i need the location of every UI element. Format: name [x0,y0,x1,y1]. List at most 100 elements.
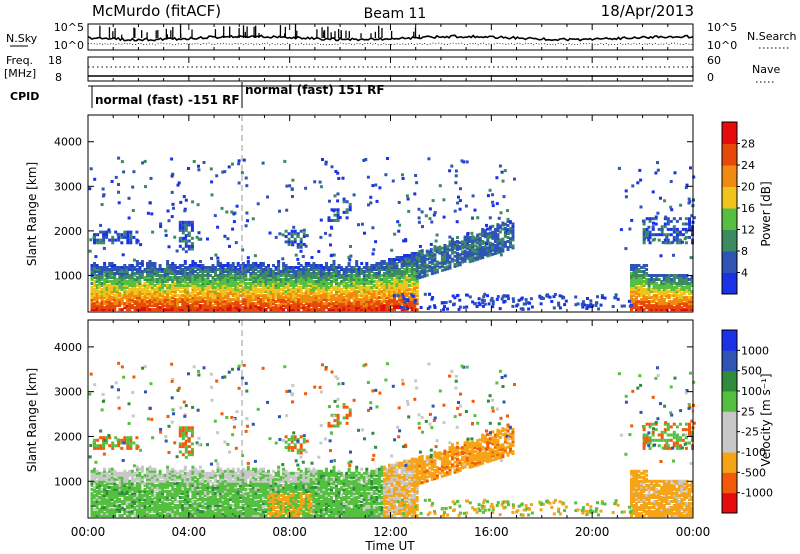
power-cell [181,302,185,306]
power-cell [330,280,333,283]
power-cell [229,272,233,275]
power-cell [90,300,94,304]
power-cell [642,282,646,285]
power-cell [654,215,658,219]
power-cell [645,292,649,296]
power-cell [118,308,122,312]
power-cell [688,227,691,231]
power-cell [196,280,200,283]
power-cell [216,292,220,296]
power-cell [196,272,200,275]
power-cell [307,302,311,306]
power-cell [249,308,253,312]
power-cell [314,264,318,267]
power-cell [115,268,119,271]
power-cell [287,302,291,306]
power-cell [405,194,409,198]
power-cell [342,272,346,275]
power-cell [166,262,170,265]
noise-panel: N.Sky 10^5 10^0 10^5 10^0 N.Search [6,21,797,52]
power-cell [410,258,414,261]
power-cell [289,300,293,304]
velocity-cell [146,483,149,487]
power-cell [428,207,432,211]
power-cell [642,308,646,312]
velocity-cell [90,500,94,503]
power-cell [456,258,459,262]
power-cell [362,294,366,298]
power-cell [231,162,234,166]
power-cell [352,282,356,285]
power-cell [352,292,356,296]
power-cell [632,276,636,279]
power-cell [253,254,257,258]
power-cell [408,300,412,304]
power-cell [413,284,417,287]
power-cell [103,284,107,287]
velocity-cell [108,479,112,483]
power-cell [430,256,434,260]
power-cell [193,290,197,294]
power-cell [226,286,230,289]
power-cell [677,308,681,312]
power-cell [236,284,240,287]
power-cell [269,296,273,300]
power-cell [195,235,199,239]
power-cell [680,292,684,296]
power-cell [408,280,412,283]
power-cell [433,257,437,261]
power-cell [159,225,163,228]
power-cell [314,300,318,304]
power-cell [642,235,646,239]
power-cell [140,290,144,294]
power-cell [229,286,233,289]
power-cell [685,306,689,310]
power-cell [509,229,512,233]
power-cell [415,266,419,270]
power-cell [628,304,632,308]
power-cell [408,304,412,308]
power-cell [630,272,633,275]
power-cell [506,248,510,251]
power-cell [219,290,223,294]
power-cell [463,259,467,263]
power-cell [327,276,331,279]
power-cell [259,266,263,269]
power-cell [272,290,275,294]
power-cell [681,222,685,226]
power-cell [289,266,293,269]
power-cell [184,242,188,246]
power-cell [672,286,676,289]
power-cell [153,268,157,271]
power-cell [630,266,633,269]
velocity-cell [125,477,129,481]
power-cell [186,274,190,277]
power-cell [136,239,140,243]
power-cell [355,290,359,294]
power-cell [357,300,361,304]
power-cell [632,292,636,296]
power-cell [148,278,152,281]
power-cell [188,304,192,308]
power-cell [128,292,132,296]
power-cell [333,219,337,222]
power-cell [591,304,595,308]
power-cell [624,195,628,199]
power-cell [328,233,332,237]
power-cell [186,278,190,281]
power-cell [256,294,260,298]
power-cell [100,302,104,306]
power-cell [667,306,671,310]
power-cell [113,298,117,302]
power-cell [244,274,248,277]
power-cell [166,308,170,312]
power-cell [410,272,414,275]
power-cell [340,282,344,285]
power-cell [156,286,160,289]
power-cell [335,272,338,275]
power-cell [466,242,470,246]
power-cell [640,282,644,285]
power-cell [226,288,230,292]
power-cell [244,308,248,312]
power-cell [546,294,550,298]
